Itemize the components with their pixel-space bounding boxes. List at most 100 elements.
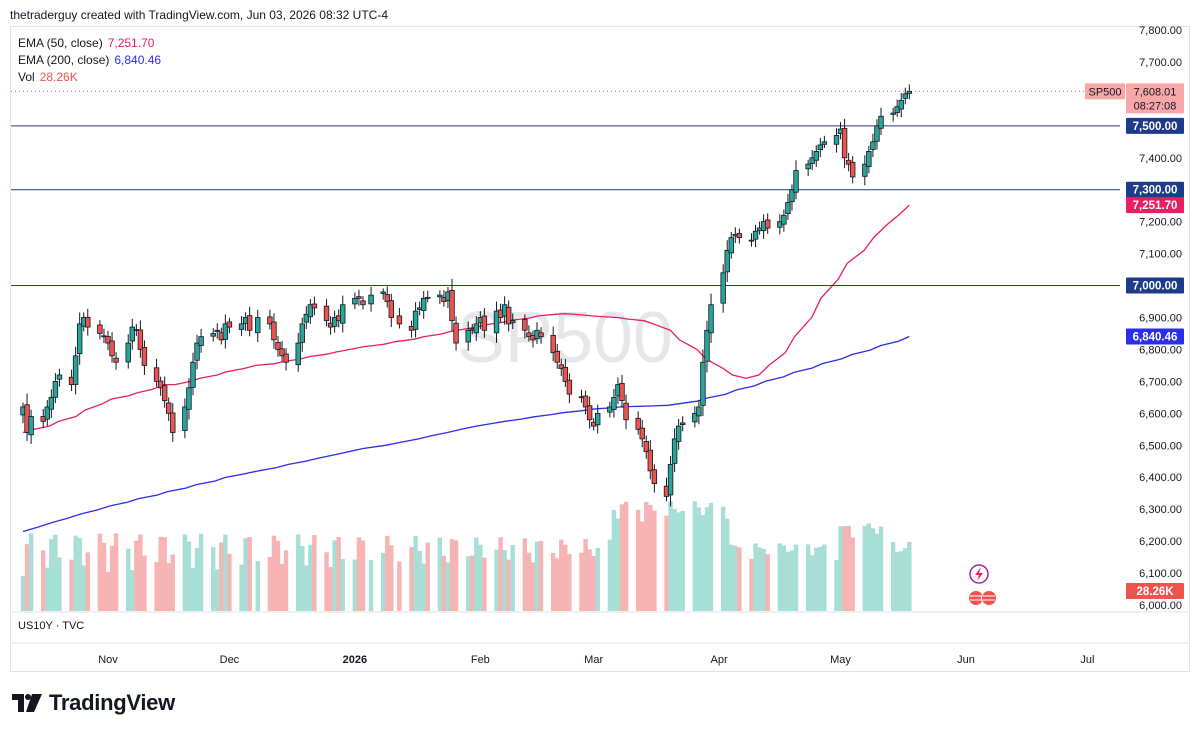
volume-bar (170, 554, 175, 611)
candle (805, 159, 811, 177)
volume-bar (550, 552, 556, 611)
level-price-tag-bg (1126, 277, 1184, 294)
y-axis-tick-label: 7,700.00 (1139, 57, 1182, 69)
candle-body (141, 347, 148, 366)
candle (125, 334, 131, 369)
volume-bar (154, 562, 159, 611)
candle (696, 399, 702, 425)
volume-bar (692, 501, 698, 611)
volume-bar (126, 548, 131, 611)
candle (558, 358, 564, 377)
candle (214, 323, 220, 339)
candle-body (675, 425, 682, 442)
volume-bar (890, 542, 896, 611)
candle-body (388, 300, 395, 318)
volume-bar (340, 559, 345, 611)
tradingview-logo[interactable]: TradingView (12, 690, 175, 716)
candle-body (275, 341, 281, 350)
candle (48, 389, 55, 418)
candle-body (813, 150, 819, 161)
volume-bar (793, 544, 799, 611)
price-chart[interactable]: SP500 6,000.00 6,100.00 6,200.00 6,300.00 6,4… (0, 0, 1200, 690)
volume-bar (700, 515, 706, 611)
candle (906, 84, 913, 100)
candle-body (878, 115, 884, 129)
volume-bar (785, 551, 791, 611)
candle-body (299, 323, 305, 343)
candle (222, 314, 229, 349)
candle-body (109, 340, 115, 357)
subpane-symbol-label[interactable]: US10Y · TVC (18, 620, 85, 632)
candle-body (558, 364, 564, 370)
volume-bar (474, 537, 479, 611)
candle-body (841, 127, 848, 159)
volume-bar (729, 544, 734, 611)
volume-bar (211, 547, 216, 611)
y-axis-tick-label: 6,600.00 (1139, 408, 1182, 420)
volume-bar (878, 526, 884, 611)
volume-bar (352, 559, 358, 611)
candle (481, 307, 488, 338)
candle (194, 334, 200, 370)
legend-ema200[interactable]: EMA (200, close) 6,840.46 (18, 53, 161, 67)
volume-bar (449, 539, 455, 611)
candle (44, 400, 50, 426)
y-axis-tick-label: 6,700.00 (1139, 376, 1182, 388)
candle-body (550, 335, 556, 354)
y-axis-tick-label: 7,200.00 (1139, 217, 1182, 229)
candle-body (28, 416, 34, 436)
volume-bar (385, 535, 390, 611)
candle (311, 296, 318, 316)
candle (340, 295, 346, 333)
candle-body (420, 297, 427, 311)
candle-body (647, 449, 654, 472)
legend-volume[interactable]: Vol 28.26K (18, 70, 78, 84)
candle (388, 293, 395, 327)
volume-bar (805, 544, 811, 611)
volume-bar (810, 555, 815, 611)
candle-body (295, 342, 301, 366)
volume-bar (328, 567, 333, 611)
candle-body (736, 233, 743, 239)
y-axis-tick-label: 6,300.00 (1139, 504, 1182, 516)
candle (210, 328, 216, 342)
volume-bar (635, 509, 641, 611)
y-axis-tick-label: 6,800.00 (1139, 344, 1182, 356)
y-axis-tick-label: 7,400.00 (1139, 153, 1182, 165)
volume-bar (24, 544, 30, 611)
candle (785, 193, 791, 220)
volume-bar (676, 512, 681, 611)
candle-body (356, 296, 362, 299)
candle-body (307, 304, 314, 318)
candle-body (635, 417, 641, 430)
volume-bar (138, 534, 143, 611)
y-axis-tick-label: 7,100.00 (1139, 249, 1182, 261)
volume-bar (672, 508, 677, 611)
volume-bar (648, 504, 653, 611)
candle (157, 376, 164, 396)
legend-ema50[interactable]: EMA (50, close) 7,251.70 (18, 36, 154, 50)
candle-body (465, 329, 471, 343)
volume-bar (907, 541, 912, 611)
candle-body (238, 323, 245, 330)
volume-bar (453, 540, 459, 611)
volume-bar (57, 557, 62, 611)
candle (675, 418, 682, 450)
us-flag-event-icon[interactable] (981, 590, 997, 606)
candle (198, 328, 204, 353)
candle-body (817, 144, 824, 151)
countdown-tag: 08:27:08 (1134, 100, 1177, 112)
candle (793, 160, 799, 200)
legend-ema200-label: EMA (200, close) (18, 53, 110, 67)
symbol-tag: SP500 (1088, 86, 1121, 98)
candle (813, 145, 819, 167)
volume-bar (336, 536, 341, 611)
candle (623, 394, 629, 430)
chart-frame[interactable] (10, 26, 1190, 672)
volume-bar (332, 540, 337, 611)
candle-body (619, 383, 625, 401)
legend-ema50-value: 7,251.70 (107, 36, 155, 50)
candle-body (210, 333, 216, 337)
x-axis-tick-label: Feb (471, 654, 490, 666)
volume-bar (777, 543, 783, 611)
